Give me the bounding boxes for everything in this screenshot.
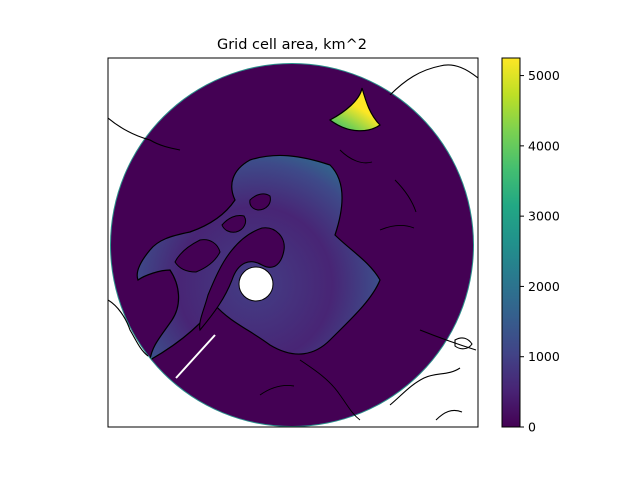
colorbar-tick-label: 0	[528, 420, 536, 435]
colorbar-tick-label: 2000	[528, 279, 560, 294]
pole-hole	[238, 266, 274, 302]
colorbar-tick-label: 4000	[528, 138, 560, 153]
land-canadian-archipelago	[174, 193, 271, 273]
coastlines-interior	[259, 149, 417, 421]
grid-seam	[175, 334, 216, 379]
colorbar-frame	[501, 57, 521, 428]
land-masses	[111, 64, 473, 426]
colorbar-ticks: 0 1000 2000 3000 4000 5000	[520, 68, 560, 435]
colorbar-tick-label: 1000	[528, 349, 560, 364]
land-eurasia-north	[111, 64, 473, 426]
coastlines-outside	[108, 64, 478, 421]
map-frame	[107, 57, 479, 428]
land-greenland	[199, 227, 285, 332]
map-panel	[108, 63, 478, 427]
colorbar: 0 1000 2000 3000 4000 5000	[501, 57, 560, 435]
chart-title: Grid cell area, km^2	[217, 37, 367, 53]
colorbar-tick-label: 3000	[528, 209, 560, 224]
colorbar-tick-label: 5000	[528, 68, 560, 83]
colorbar-bar	[502, 58, 520, 427]
